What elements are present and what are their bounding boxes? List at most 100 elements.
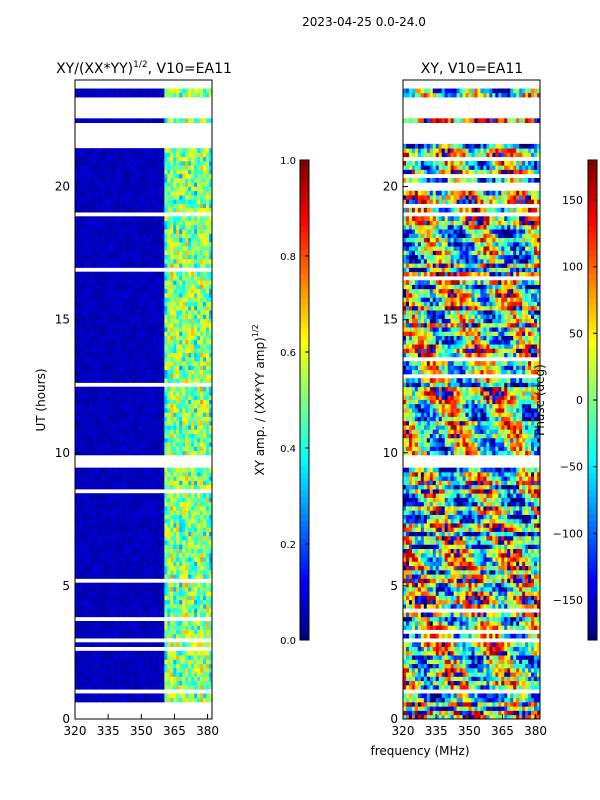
heatmap-cell bbox=[125, 399, 130, 405]
heatmap-cell bbox=[143, 339, 147, 345]
heatmap-cell bbox=[113, 331, 118, 336]
heatmap-cell bbox=[113, 531, 118, 537]
heatmap-cell bbox=[119, 344, 124, 349]
heatmap-cell bbox=[107, 476, 112, 481]
heatmap-cell bbox=[170, 497, 174, 503]
heatmap-cell bbox=[197, 510, 201, 515]
heatmap-cell bbox=[77, 314, 82, 319]
heatmap-cell bbox=[209, 569, 213, 575]
heatmap-cell bbox=[194, 322, 198, 328]
heatmap-cell bbox=[173, 246, 177, 251]
heatmap-cell bbox=[176, 471, 180, 477]
heatmap-cell bbox=[200, 399, 204, 405]
heatmap-cell bbox=[209, 561, 213, 567]
heatmap-cell bbox=[182, 680, 186, 686]
heatmap-cell bbox=[134, 697, 138, 703]
heatmap-cell bbox=[206, 569, 210, 575]
heatmap-cell bbox=[83, 684, 88, 690]
heatmap-cell bbox=[200, 574, 204, 579]
heatmap-cell bbox=[134, 207, 138, 213]
heatmap-cell bbox=[104, 339, 109, 345]
heatmap-cell bbox=[104, 271, 109, 277]
heatmap-cell bbox=[176, 625, 180, 630]
heatmap-cell bbox=[77, 250, 82, 256]
heatmap-cell bbox=[128, 697, 132, 703]
heatmap-cell bbox=[92, 237, 97, 243]
heatmap-cell bbox=[152, 220, 156, 226]
heatmap-cell bbox=[173, 476, 177, 481]
heatmap-cell bbox=[188, 612, 192, 618]
heatmap-cell bbox=[149, 280, 153, 285]
heatmap-cell bbox=[155, 582, 159, 588]
heatmap-cell bbox=[86, 429, 91, 434]
heatmap-cell bbox=[158, 365, 162, 371]
heatmap-cell bbox=[164, 246, 168, 251]
heatmap-cell bbox=[86, 378, 91, 383]
heatmap-cell bbox=[164, 229, 168, 234]
heatmap-cell bbox=[179, 510, 183, 515]
heatmap-cell bbox=[161, 293, 165, 298]
heatmap-cell bbox=[164, 446, 168, 452]
heatmap-cell bbox=[146, 233, 150, 239]
heatmap-cell bbox=[101, 216, 106, 221]
heatmap-cell bbox=[167, 369, 171, 375]
heatmap-cell bbox=[140, 663, 144, 669]
heatmap-cell bbox=[98, 693, 103, 699]
heatmap-cell bbox=[110, 305, 115, 311]
heatmap-cell bbox=[77, 693, 82, 699]
heatmap-cell bbox=[149, 190, 153, 196]
heatmap-cell bbox=[92, 561, 97, 567]
heatmap-cell bbox=[89, 540, 94, 545]
heatmap-cell bbox=[146, 339, 150, 345]
heatmap-cell bbox=[107, 203, 112, 209]
heatmap-cell bbox=[137, 540, 141, 545]
heatmap-cell bbox=[101, 318, 106, 324]
heatmap-cell bbox=[158, 344, 162, 349]
heatmap-cell bbox=[137, 233, 141, 239]
heatmap-cell bbox=[179, 254, 183, 260]
heatmap-cell bbox=[116, 625, 121, 630]
heatmap-cell bbox=[170, 552, 174, 558]
heatmap-cell bbox=[89, 527, 94, 532]
heatmap-cell bbox=[75, 361, 79, 366]
heatmap-cell bbox=[119, 433, 124, 439]
heatmap-cell bbox=[80, 356, 85, 362]
heatmap-cell bbox=[209, 399, 213, 405]
heatmap-cell bbox=[206, 190, 210, 196]
heatmap-cell bbox=[137, 190, 141, 196]
heatmap-cell bbox=[164, 493, 168, 498]
heatmap-cell bbox=[209, 672, 213, 677]
heatmap-cell bbox=[167, 399, 171, 405]
heatmap-cell bbox=[116, 514, 121, 520]
heatmap-cell bbox=[119, 310, 124, 315]
heatmap-cell bbox=[209, 310, 213, 315]
heatmap-cell bbox=[191, 344, 195, 349]
heatmap-cell bbox=[200, 190, 204, 196]
heatmap-cell bbox=[143, 271, 147, 277]
heatmap-cell bbox=[86, 275, 91, 281]
heatmap-cell bbox=[146, 224, 150, 230]
heatmap-cell bbox=[161, 280, 165, 285]
heatmap-cell bbox=[203, 612, 207, 618]
heatmap-cell bbox=[128, 327, 132, 332]
heatmap-cell bbox=[164, 642, 168, 647]
heatmap-cell bbox=[194, 356, 198, 362]
heatmap-cell bbox=[158, 327, 162, 332]
heatmap-cell bbox=[176, 650, 180, 656]
heatmap-cell bbox=[152, 186, 156, 192]
heatmap-cell bbox=[116, 476, 121, 481]
heatmap-cell bbox=[185, 608, 189, 613]
heatmap-cell bbox=[128, 216, 132, 221]
heatmap-cell bbox=[170, 586, 174, 592]
heatmap-cell bbox=[83, 314, 88, 319]
heatmap-cell bbox=[104, 612, 109, 618]
heatmap-cell bbox=[80, 229, 85, 234]
heatmap-cell bbox=[113, 429, 118, 434]
heatmap-cell bbox=[167, 390, 171, 396]
heatmap-cell bbox=[101, 220, 106, 226]
heatmap-cell bbox=[101, 446, 106, 452]
heatmap-cell bbox=[107, 633, 112, 639]
heatmap-cell bbox=[170, 408, 174, 413]
heatmap-cell bbox=[86, 344, 91, 349]
heatmap-cell bbox=[128, 557, 132, 562]
